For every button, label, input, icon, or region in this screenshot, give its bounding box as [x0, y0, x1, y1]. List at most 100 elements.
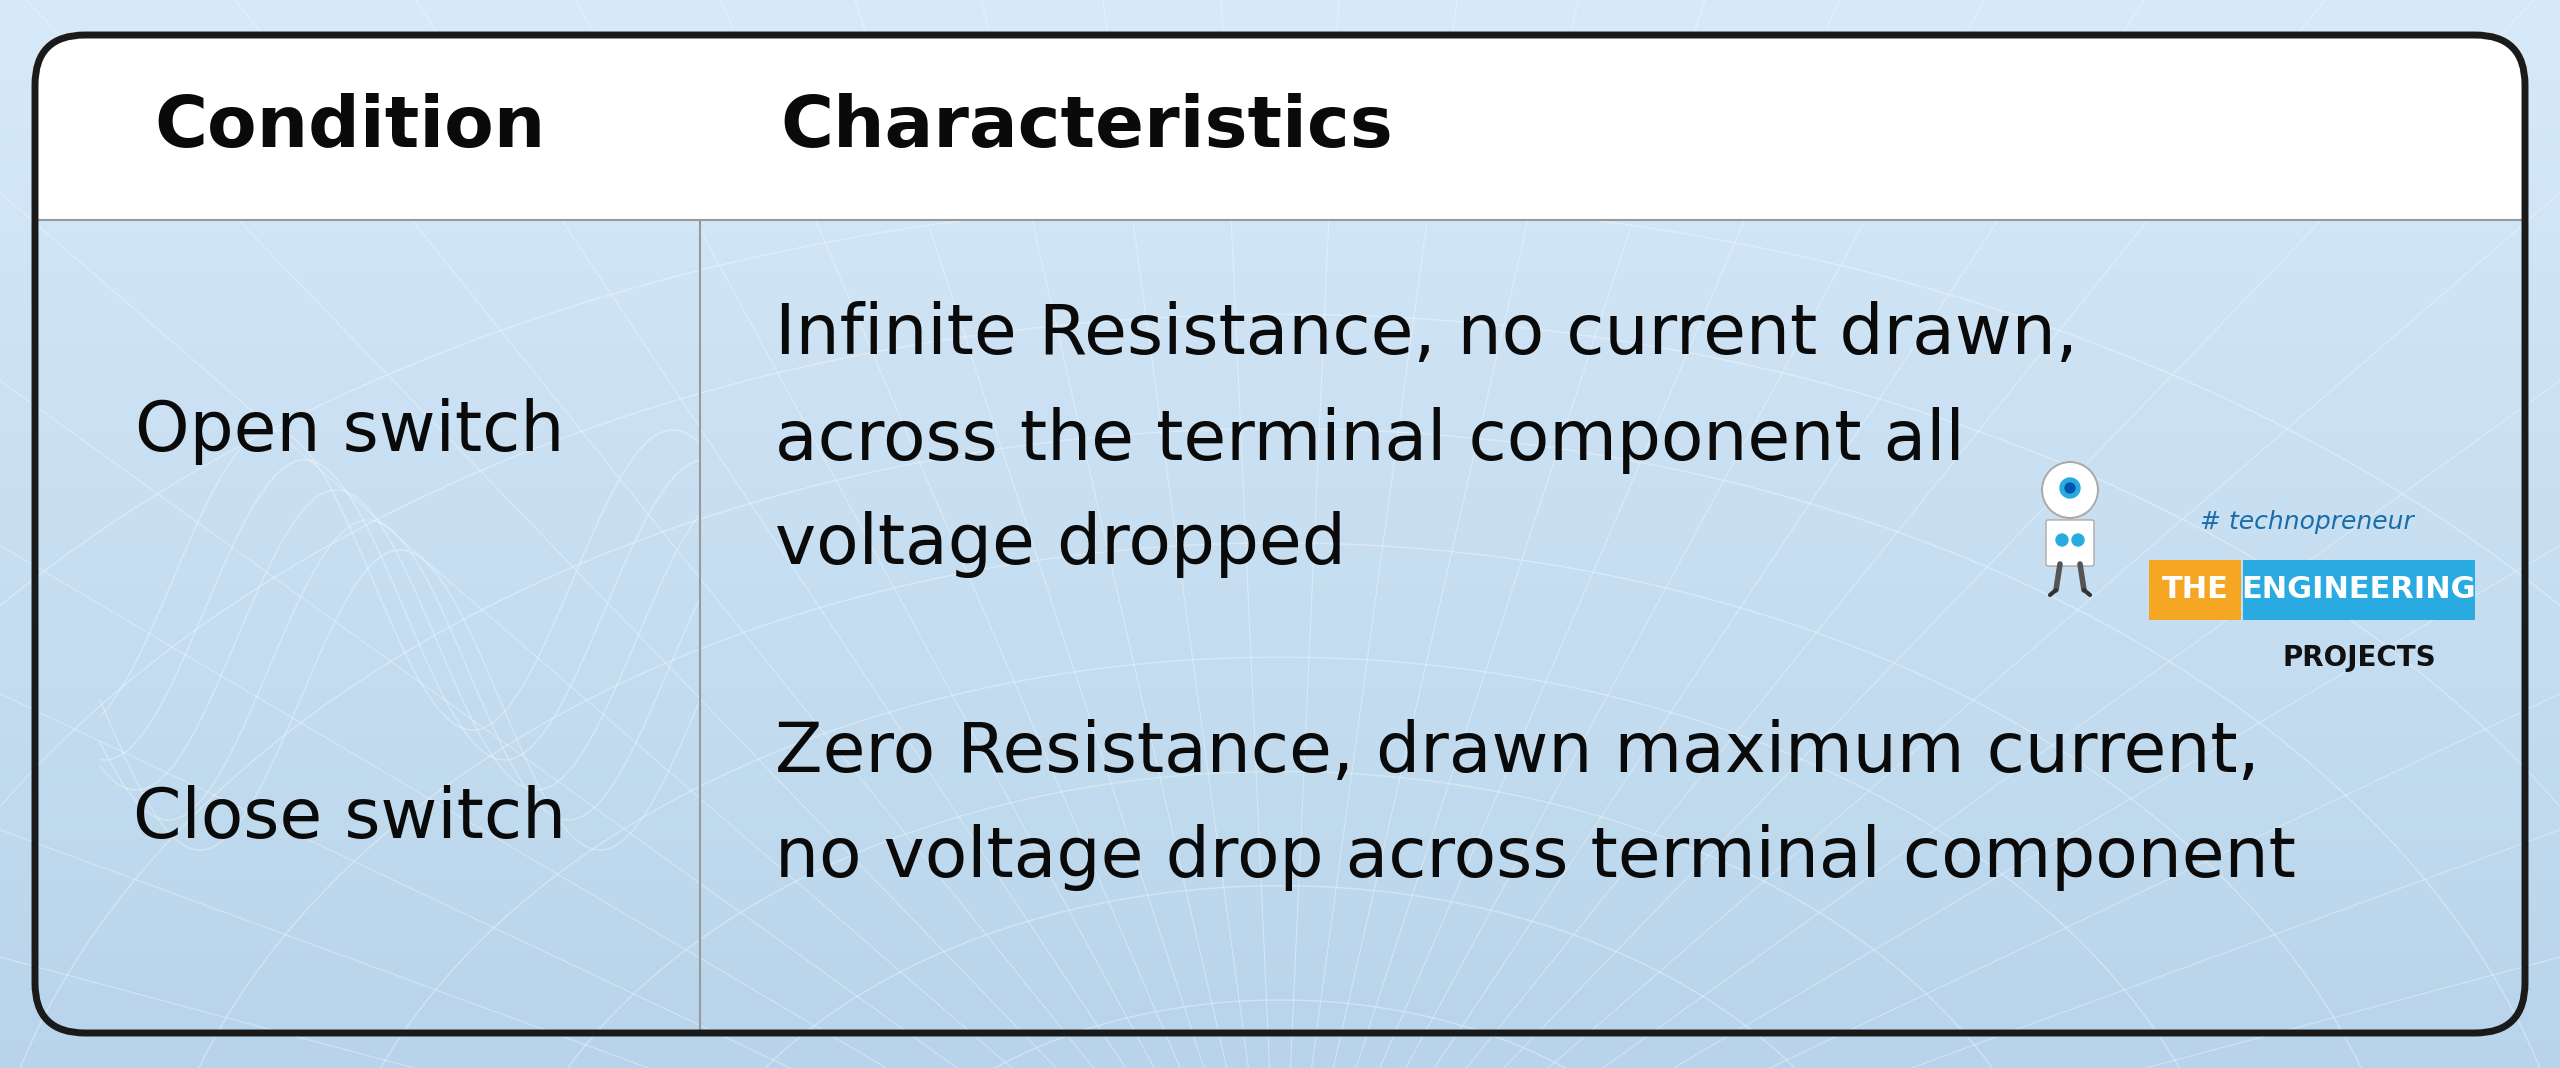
- Bar: [0, 1063, 2560, 1068]
- Bar: [0, 422, 2560, 427]
- Bar: [0, 748, 2560, 753]
- Bar: [0, 999, 2560, 1004]
- Bar: [0, 897, 2560, 902]
- FancyBboxPatch shape: [2045, 520, 2094, 566]
- Bar: [0, 646, 2560, 651]
- Bar: [0, 427, 2560, 433]
- Bar: [0, 614, 2560, 619]
- Circle shape: [2061, 478, 2079, 498]
- Bar: [36, 127, 2524, 219]
- Bar: [0, 545, 2560, 550]
- Circle shape: [2043, 462, 2099, 518]
- Text: no voltage drop across terminal component: no voltage drop across terminal componen…: [776, 824, 2296, 892]
- Bar: [0, 571, 2560, 577]
- Text: Zero Resistance, drawn maximum current,: Zero Resistance, drawn maximum current,: [776, 719, 2260, 786]
- Bar: [0, 838, 2560, 844]
- Bar: [0, 753, 2560, 758]
- Bar: [0, 716, 2560, 721]
- Bar: [0, 1015, 2560, 1020]
- Circle shape: [2066, 483, 2076, 493]
- Bar: [0, 881, 2560, 886]
- Bar: [0, 961, 2560, 967]
- Bar: [0, 433, 2560, 438]
- Bar: [0, 27, 2560, 32]
- Bar: [0, 657, 2560, 662]
- Bar: [0, 481, 2560, 486]
- Bar: [0, 379, 2560, 384]
- Bar: [0, 64, 2560, 69]
- Text: THE: THE: [2161, 576, 2227, 604]
- Bar: [0, 673, 2560, 678]
- Bar: [0, 555, 2560, 561]
- Bar: [0, 769, 2560, 774]
- Bar: [0, 983, 2560, 988]
- Bar: [0, 870, 2560, 876]
- Bar: [0, 96, 2560, 101]
- Bar: [0, 908, 2560, 913]
- Bar: [0, 609, 2560, 614]
- Bar: [0, 363, 2560, 368]
- Bar: [0, 187, 2560, 192]
- Bar: [0, 918, 2560, 924]
- Text: Open switch: Open switch: [136, 398, 566, 465]
- Bar: [0, 347, 2560, 352]
- Bar: [0, 304, 2560, 310]
- Bar: [0, 0, 2560, 5]
- Bar: [0, 294, 2560, 299]
- Bar: [0, 144, 2560, 150]
- Bar: [0, 1052, 2560, 1057]
- Bar: [0, 721, 2560, 726]
- Bar: [0, 299, 2560, 304]
- Bar: [0, 860, 2560, 865]
- Bar: [0, 246, 2560, 251]
- Bar: [0, 230, 2560, 235]
- Bar: [0, 651, 2560, 657]
- Bar: [0, 1031, 2560, 1036]
- Bar: [0, 166, 2560, 171]
- Bar: [0, 390, 2560, 395]
- Bar: [0, 972, 2560, 977]
- Bar: [0, 16, 2560, 21]
- Bar: [0, 705, 2560, 710]
- Bar: [0, 886, 2560, 892]
- Bar: [0, 331, 2560, 336]
- Bar: [0, 240, 2560, 246]
- Bar: [0, 945, 2560, 951]
- Bar: [0, 603, 2560, 609]
- Bar: [0, 902, 2560, 908]
- Bar: [0, 272, 2560, 278]
- Bar: [0, 443, 2560, 449]
- Bar: [0, 507, 2560, 513]
- Bar: [0, 101, 2560, 107]
- Bar: [0, 155, 2560, 160]
- Bar: [0, 598, 2560, 603]
- Bar: [0, 849, 2560, 854]
- Text: PROJECTS: PROJECTS: [2281, 644, 2435, 672]
- Text: Condition: Condition: [154, 93, 545, 162]
- Bar: [0, 497, 2560, 502]
- Bar: [0, 668, 2560, 673]
- Bar: [0, 790, 2560, 796]
- Bar: [0, 176, 2560, 182]
- Bar: [0, 956, 2560, 961]
- Bar: [0, 342, 2560, 347]
- Bar: [0, 801, 2560, 806]
- Bar: [0, 123, 2560, 128]
- Bar: [0, 662, 2560, 668]
- Bar: [0, 865, 2560, 870]
- Bar: [0, 411, 2560, 417]
- Bar: [0, 619, 2560, 625]
- Bar: [0, 224, 2560, 230]
- Bar: [0, 491, 2560, 497]
- Text: Infinite Resistance, no current drawn,: Infinite Resistance, no current drawn,: [776, 301, 2079, 368]
- Bar: [0, 577, 2560, 582]
- FancyBboxPatch shape: [2243, 560, 2476, 621]
- Bar: [0, 395, 2560, 400]
- Bar: [0, 502, 2560, 507]
- Bar: [0, 694, 2560, 700]
- Bar: [0, 449, 2560, 454]
- Bar: [0, 523, 2560, 529]
- Bar: [0, 320, 2560, 326]
- Bar: [0, 150, 2560, 155]
- Bar: [0, 91, 2560, 96]
